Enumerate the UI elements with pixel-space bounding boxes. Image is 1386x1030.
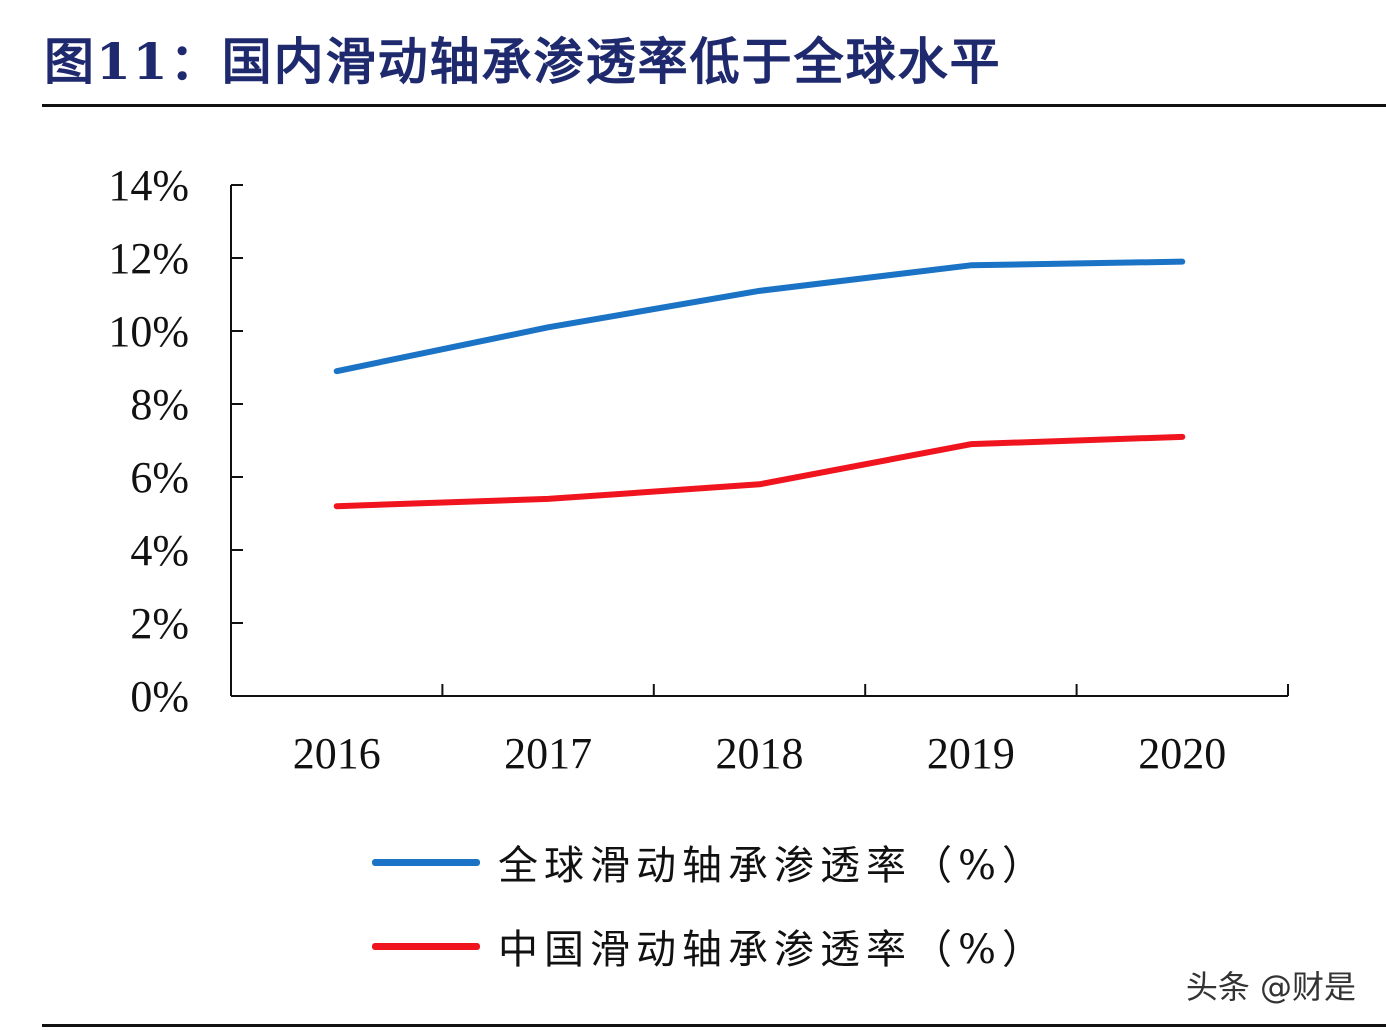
watermark: 头条 @财是 (1185, 968, 1356, 1006)
series-line-global (333, 258, 1186, 375)
y-tick-label: 2% (130, 599, 189, 648)
x-tick-label: 2018 (716, 729, 804, 778)
x-tick-label: 2016 (293, 729, 381, 778)
legend-label-china: 中国滑动轴承渗透率（%） (498, 927, 1049, 973)
y-tick-label: 6% (130, 453, 189, 502)
legend-swatch-global (372, 858, 480, 866)
y-tick-label: 4% (130, 526, 189, 575)
x-tick-label: 2017 (504, 729, 592, 778)
x-tick-label: 2019 (927, 729, 1015, 778)
legend-item-china: 中国滑动轴承渗透率（%） (372, 904, 1048, 988)
legend-label-global: 全球滑动轴承渗透率（%） (498, 843, 1049, 889)
legend-item-global: 全球滑动轴承渗透率（%） (372, 820, 1048, 904)
y-tick-label: 12% (108, 234, 189, 283)
figure-title: 图11：国内滑动轴承渗透率低于全球水平 (44, 32, 1002, 91)
x-tick-label: 2020 (1138, 729, 1226, 778)
y-tick-label: 8% (130, 380, 189, 429)
chart-legend: 全球滑动轴承渗透率（%） 中国滑动轴承渗透率（%） (372, 820, 1048, 988)
y-tick-label: 0% (130, 672, 189, 721)
series-line-china (333, 433, 1186, 510)
y-tick-label: 14% (108, 161, 189, 210)
top-rule (42, 104, 1386, 107)
bottom-rule (42, 1024, 1386, 1027)
legend-swatch-china (372, 942, 480, 950)
y-tick-label: 10% (108, 307, 189, 356)
